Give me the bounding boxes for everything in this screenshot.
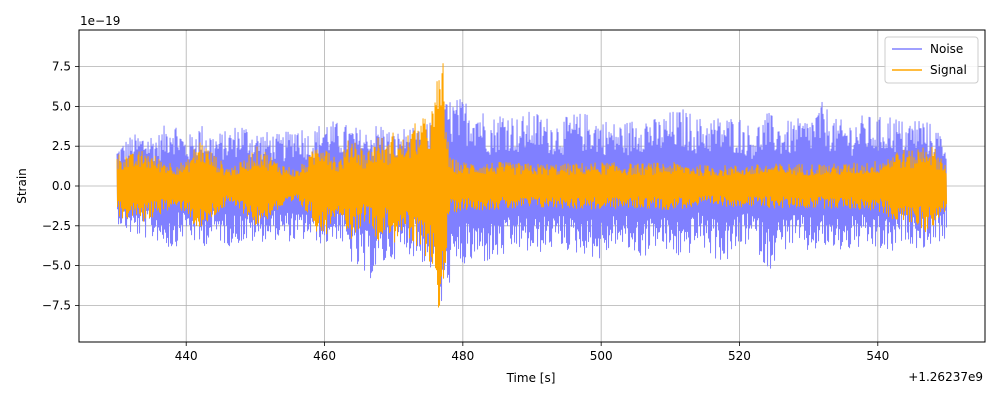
y-tick-label: 2.5 [52,139,71,153]
y-scale-label: 1e−19 [80,14,120,28]
y-axis: −7.5 −5.0 −2.5 0.0 2.5 5.0 7.5 [42,60,79,312]
legend: Noise Signal [884,36,979,84]
y-tick-label: −2.5 [42,219,71,233]
x-offset-label: +1.26237e9 [908,370,983,384]
y-tick-label: −7.5 [42,298,71,312]
legend-signal-label: Signal [930,63,967,77]
x-tick-label: 480 [451,349,474,363]
y-axis-label: Strain [15,168,29,204]
y-tick-label: 0.0 [52,179,71,193]
x-tick-label: 500 [590,349,613,363]
series-signal-line [116,63,948,308]
series-layer [116,63,948,308]
x-axis: 440 460 480 500 520 540 [175,342,889,363]
legend-noise-label: Noise [930,42,963,56]
x-axis-label: Time [s] [506,371,556,385]
x-tick-label: 440 [175,349,198,363]
x-tick-label: 520 [728,349,751,363]
y-tick-label: −5.0 [42,259,71,273]
y-tick-label: 5.0 [52,99,71,113]
y-tick-label: 7.5 [52,60,71,74]
x-tick-label: 540 [866,349,889,363]
x-tick-label: 460 [313,349,336,363]
